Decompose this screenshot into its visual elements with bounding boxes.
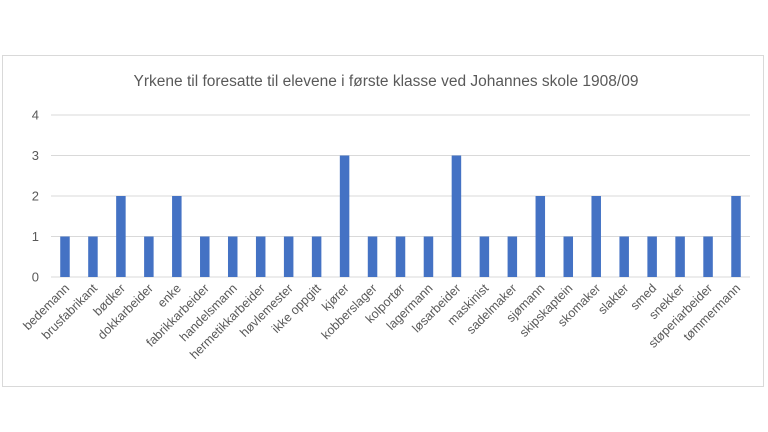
bar-lagermann (423, 236, 434, 277)
bar-kobberslager (367, 236, 378, 277)
bar-slakter (619, 236, 629, 277)
y-tick-label: 1 (32, 229, 39, 244)
bar-dokkarbeider (144, 236, 154, 277)
bar-løsarbeider (451, 155, 462, 277)
bar-støperiarbeider (703, 236, 713, 277)
bar-sadelmaker (507, 236, 518, 277)
bar-fabrikkarbeider (200, 236, 210, 277)
y-tick-label: 3 (32, 148, 39, 163)
x-axis-categories: bedemannbrusfabrikantbødkerdokkarbeidere… (20, 281, 743, 362)
bar-skipskaptein (563, 236, 574, 277)
bar-maskinist (479, 236, 490, 277)
bar-kjører (339, 155, 350, 277)
bar-skomaker (591, 196, 601, 277)
bar-hermetikkarbeider (255, 236, 266, 277)
bar-snekker (675, 236, 685, 277)
x-category-label: slakter (595, 281, 631, 317)
bar-tømmermann (731, 196, 741, 277)
gridlines (51, 114, 750, 278)
y-tick-label: 0 (32, 270, 39, 285)
bar-bedemann (60, 236, 70, 277)
y-axis-ticks: 0 1 2 3 4 (32, 108, 39, 285)
bar-kolportør (395, 236, 406, 277)
chart-title: Yrkene til foresatte til elevene i først… (134, 73, 639, 90)
bar-enke (172, 196, 182, 277)
bar-chart: Yrkene til foresatte til elevene i først… (20, 73, 750, 362)
y-tick-label: 2 (32, 189, 39, 204)
bar-smed (647, 236, 657, 277)
bar-brusfabrikant (88, 236, 98, 277)
bar-høvlemester (283, 236, 294, 277)
chart-frame: Yrkene til foresatte til elevene i først… (2, 55, 764, 387)
bar-handelsmann (227, 236, 238, 277)
bar-sjømann (535, 196, 546, 277)
bar-ikke oppgitt (311, 236, 322, 277)
bars (60, 155, 741, 277)
y-tick-label: 4 (32, 108, 39, 123)
bar-bødker (116, 196, 126, 277)
